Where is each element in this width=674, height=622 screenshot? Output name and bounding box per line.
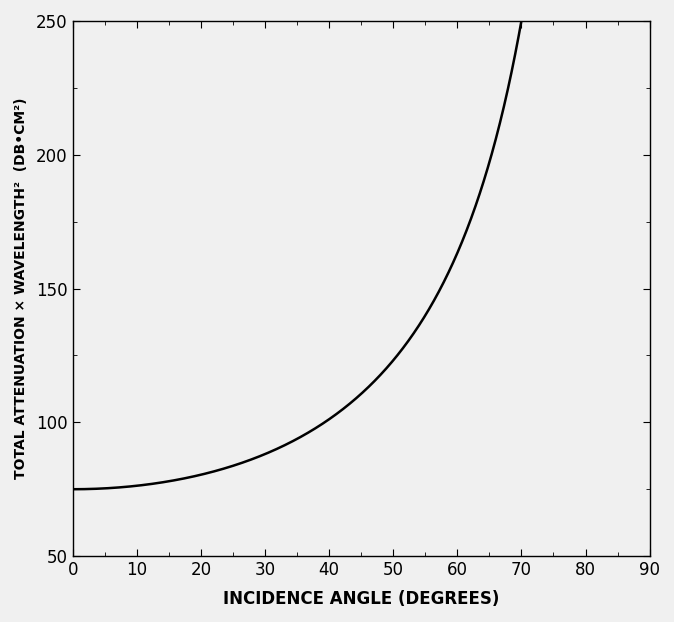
X-axis label: INCIDENCE ANGLE (DEGREES): INCIDENCE ANGLE (DEGREES) <box>223 590 499 608</box>
Y-axis label: TOTAL ATTENUATION × WAVELENGTH²  (DB•CM²): TOTAL ATTENUATION × WAVELENGTH² (DB•CM²) <box>14 98 28 480</box>
